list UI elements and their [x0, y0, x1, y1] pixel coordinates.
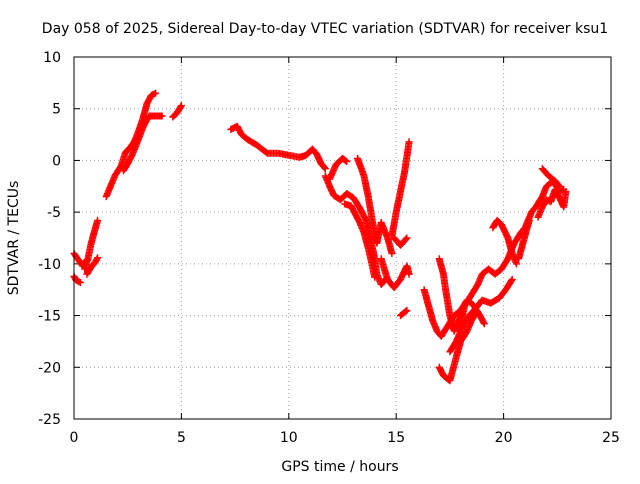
data-point	[513, 260, 520, 268]
data-point	[507, 277, 515, 285]
data-point	[562, 188, 570, 195]
data-point	[342, 157, 350, 165]
y-tick-label: -10	[38, 257, 61, 273]
data-point	[150, 90, 158, 98]
data-point	[388, 250, 396, 257]
x-tick-label: 5	[177, 430, 186, 446]
axis-ticks: 0 5 10 15 20 25 -25 -20 -15 -10 -5 0 5 10	[38, 50, 620, 446]
x-tick-label: 20	[495, 430, 513, 446]
data-point	[555, 181, 563, 189]
y-tick-label: -5	[47, 205, 61, 221]
data-point	[152, 89, 160, 97]
data-point	[321, 164, 328, 172]
y-tick-label: -20	[38, 360, 61, 376]
data-point	[405, 138, 413, 146]
data-point	[555, 182, 563, 190]
x-axis-label: GPS time / hours	[281, 459, 398, 475]
x-tick-label: 0	[70, 430, 79, 446]
data-point	[158, 112, 166, 120]
y-tick-label: 10	[43, 50, 61, 66]
y-axis-label: SDTVAR / TECUs	[6, 181, 22, 296]
data-point	[403, 306, 411, 314]
data-point	[402, 235, 410, 243]
data-point	[405, 270, 413, 278]
chart-title: Day 058 of 2025, Sidereal Day-to-day VTE…	[42, 21, 608, 37]
data-point	[94, 216, 102, 224]
data-point	[76, 279, 84, 286]
data-point	[177, 102, 185, 110]
data-point	[480, 320, 488, 328]
y-tick-label: -15	[38, 309, 61, 325]
y-tick-label: 5	[52, 102, 61, 118]
data-point	[321, 165, 329, 173]
x-tick-label: 25	[602, 430, 620, 446]
data-point	[402, 307, 410, 315]
data-point	[525, 216, 533, 224]
plot-frame	[73, 56, 612, 420]
data-point	[343, 158, 351, 165]
x-tick-label: 10	[280, 430, 298, 446]
data-point	[508, 275, 516, 283]
data-point	[403, 234, 411, 242]
grid	[74, 57, 611, 419]
y-tick-label: 0	[52, 153, 61, 169]
data-point	[371, 273, 379, 281]
x-tick-label: 15	[387, 430, 405, 446]
data-points	[70, 89, 570, 385]
y-tick-label: -25	[38, 412, 61, 428]
data-point	[94, 254, 102, 262]
